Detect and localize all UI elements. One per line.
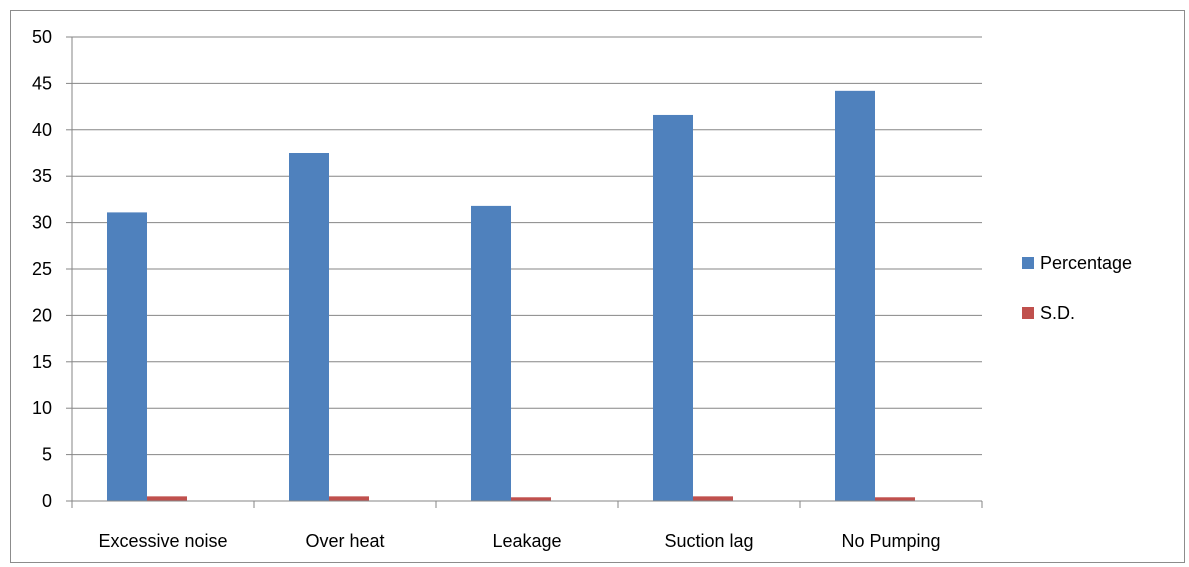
x-tick-label: Over heat [305,531,384,551]
y-tick-label: 25 [32,259,52,279]
y-tick-label: 20 [32,305,52,325]
bar-percentage-no-pumping [835,90,875,501]
y-tick-label: 45 [32,73,52,93]
legend-swatch-percentage [1022,257,1034,269]
y-tick-label: 35 [32,166,52,186]
bar-sd-leakage [511,497,551,501]
chart-frame [10,10,1185,563]
x-tick-label: Excessive noise [98,531,227,551]
legend-label-sd: S.D. [1040,303,1075,323]
axes [66,36,983,508]
y-tick-label: 50 [32,27,52,47]
y-axis-tick-labels: 0 5 10 15 20 25 30 35 40 45 50 [32,27,52,511]
y-tick-label: 10 [32,398,52,418]
bar-percentage-excessive-noise [107,212,147,501]
bar-percentage-suction-lag [653,114,693,502]
gridlines [72,36,982,456]
bar-percentage-over-heat [289,153,329,501]
bar-sd-no-pumping [875,497,915,501]
y-tick-label: 15 [32,352,52,372]
x-tick-label: Leakage [492,531,561,551]
bars [107,90,915,502]
legend-label-percentage: Percentage [1040,253,1132,273]
legend: Percentage S.D. [1022,253,1132,323]
x-axis-tick-labels: Excessive noise Over heat Leakage Suction l… [98,531,940,551]
y-tick-label: 40 [32,120,52,140]
y-tick-label: 0 [42,491,52,511]
bar-sd-suction-lag [693,496,733,501]
y-tick-label: 5 [42,445,52,465]
bar-sd-excessive-noise [147,496,187,501]
x-tick-label: Suction lag [664,531,753,551]
x-tick-label: No Pumping [841,531,940,551]
legend-swatch-sd [1022,307,1034,319]
bar-percentage-leakage [471,205,511,501]
bar-sd-over-heat [329,496,369,501]
y-tick-label: 30 [32,213,52,233]
